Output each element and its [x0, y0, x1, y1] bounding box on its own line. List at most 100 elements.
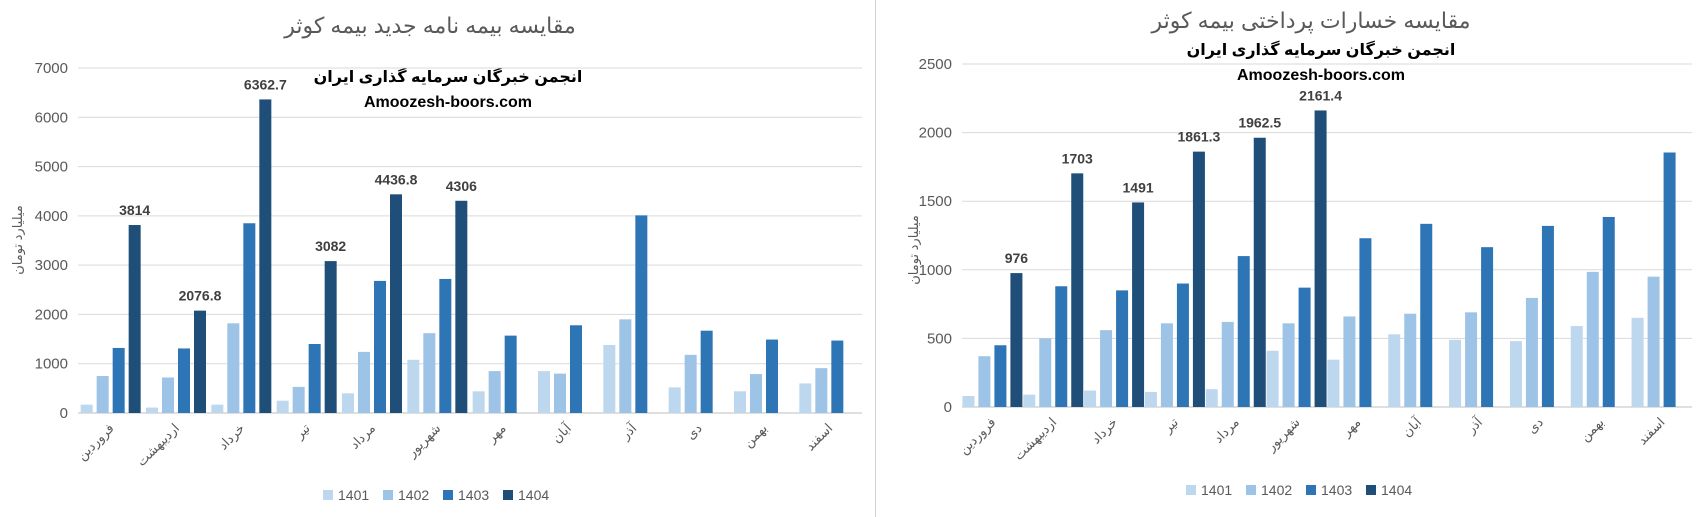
y-tick-label: 3000	[35, 257, 68, 274]
data-label: 1491	[1123, 179, 1154, 195]
bar-1401	[81, 405, 93, 413]
x-tick-label: دی	[683, 420, 705, 442]
bar-1402	[685, 355, 697, 413]
bar-1403	[1177, 284, 1189, 407]
watermark-line: انجمن خبرگان سرمایه گذاری ایران	[314, 67, 583, 86]
chart-title: مقایسه خسارات پرداختی بیمه کوثر	[1150, 8, 1470, 34]
bar-1404	[1010, 273, 1022, 407]
watermark-line: Amoozesh-boors.com	[364, 94, 532, 111]
bar-1403	[309, 344, 321, 413]
y-tick-label: 500	[927, 330, 952, 347]
bar-1402	[489, 371, 501, 413]
x-tick-label: آذر	[616, 419, 641, 444]
x-tick-label: بهمن	[740, 421, 770, 451]
y-axis-label: میلیارد تومان	[906, 215, 922, 285]
x-tick-label: اسفند	[1635, 415, 1668, 448]
bar-1404	[1132, 202, 1144, 407]
x-tick-label: اسفند	[802, 421, 835, 454]
bar-1403	[243, 223, 255, 413]
bar-1401	[1388, 334, 1400, 407]
bar-1402	[1404, 314, 1416, 407]
bar-1402	[1039, 338, 1051, 407]
y-tick-label: 2500	[919, 56, 952, 73]
data-label: 4306	[446, 178, 477, 194]
data-label: 2161.4	[1299, 87, 1342, 103]
x-tick-label: فروردین	[956, 415, 999, 458]
chart-title: مقایسه بیمه نامه جدید بیمه کوثر	[283, 13, 576, 38]
bar-1402	[358, 352, 370, 413]
bar-1404	[129, 225, 141, 413]
bar-1403	[701, 331, 713, 413]
data-label: 1861.3	[1178, 129, 1221, 145]
bar-1401	[603, 345, 615, 413]
bar-1403	[570, 325, 582, 413]
legend-swatch	[443, 490, 453, 500]
bar-1403	[178, 348, 190, 413]
bar-1401	[146, 408, 158, 413]
y-tick-label: 1000	[919, 262, 952, 279]
bar-1404	[1071, 173, 1083, 407]
x-tick-label: مرداد	[347, 421, 379, 453]
bar-1403	[113, 348, 125, 413]
bar-1403	[1481, 247, 1493, 407]
x-tick-label: فروردین	[74, 421, 117, 464]
bar-1403	[1238, 256, 1250, 407]
bar-1401	[962, 396, 974, 407]
bar-1402	[293, 387, 305, 413]
chart-paid-claims: مقایسه خسارات پرداختی بیمه کوثر انجمن خبر…	[876, 0, 1703, 517]
legend-label: 1403	[1321, 482, 1352, 498]
bar-1403	[1055, 286, 1067, 407]
bar-1403	[994, 345, 1006, 407]
bar-1403	[505, 336, 517, 413]
x-tick-label: مرداد	[1211, 415, 1243, 447]
data-label: 1962.5	[1238, 115, 1281, 131]
bar-1403	[374, 281, 386, 413]
bar-1402	[1222, 322, 1234, 407]
legend-label: 1401	[338, 487, 369, 503]
x-tick-label: خرداد	[215, 421, 248, 454]
bar-1402	[162, 378, 174, 413]
legend-swatch	[1186, 485, 1196, 495]
y-tick-label: 6000	[35, 109, 68, 126]
legend-label: 1402	[398, 487, 429, 503]
bar-1401	[277, 401, 289, 413]
bar-1402	[554, 374, 566, 413]
x-tick-label: آبان	[1398, 413, 1425, 440]
watermark-line: Amoozesh-boors.com	[1237, 67, 1405, 84]
bar-1402	[619, 319, 631, 413]
watermark-line: انجمن خبرگان سرمایه گذاری ایران	[1187, 40, 1456, 59]
data-label: 976	[1005, 250, 1029, 266]
data-label: 1703	[1062, 150, 1093, 166]
legend-swatch	[503, 490, 513, 500]
x-tick-label: خرداد	[1088, 415, 1121, 448]
x-tick-label: شهریور	[403, 421, 444, 462]
bar-1401	[211, 405, 223, 413]
bar-1402	[978, 356, 990, 407]
bar-1402	[1100, 330, 1112, 407]
bar-1401	[1449, 340, 1461, 407]
bar-1403	[1603, 217, 1615, 407]
bar-1402	[750, 374, 762, 413]
legend-swatch	[1246, 485, 1256, 495]
bar-1401	[1084, 391, 1096, 407]
chart-new-policies: مقایسه بیمه نامه جدید بیمه کوثر انجمن خبر…	[0, 0, 875, 517]
legend-swatch	[383, 490, 393, 500]
bar-1402	[423, 333, 435, 413]
legend-label: 1403	[458, 487, 489, 503]
x-tick-label: شهریور	[1263, 415, 1304, 456]
bar-1404	[194, 311, 206, 413]
bar-1402	[1587, 272, 1599, 407]
bar-1401	[1632, 318, 1644, 407]
bar-1401	[407, 360, 419, 413]
bar-1404	[259, 99, 271, 413]
bar-1403	[831, 341, 843, 413]
bar-1404	[455, 201, 467, 413]
bar-1402	[1161, 323, 1173, 407]
bar-1402	[1465, 312, 1477, 407]
bar-1401	[538, 371, 550, 413]
bar-1403	[766, 340, 778, 413]
x-tick-label: اردیبهشت	[1011, 415, 1060, 464]
bar-1403	[1299, 288, 1311, 407]
bar-1404	[325, 261, 337, 413]
bar-1401	[734, 391, 746, 413]
